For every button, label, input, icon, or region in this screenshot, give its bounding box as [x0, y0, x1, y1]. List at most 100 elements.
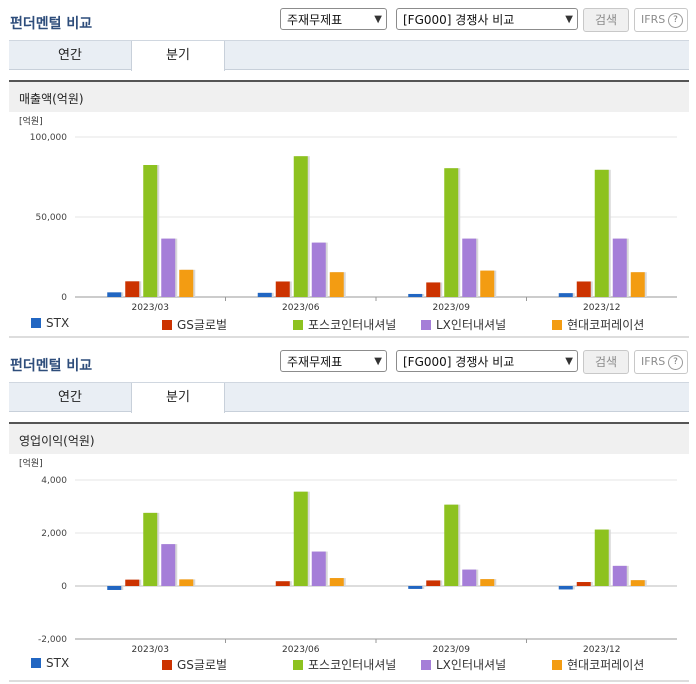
legend-item[interactable]: 현대코퍼레이션 [552, 656, 644, 673]
bar-series-0-2023-09[interactable] [408, 586, 423, 589]
bar-series-4-2023-03[interactable] [179, 579, 194, 586]
bar-series-4-2023-09[interactable] [480, 270, 495, 297]
x-tick-label: 2023/06 [282, 645, 320, 655]
ifrs-help-button[interactable]: IFRS ? [634, 350, 688, 374]
y-tick-label: 2,000 [41, 529, 67, 539]
bar-series-3-2023-06[interactable] [311, 551, 326, 586]
period-tabs: 연간 분기 [9, 382, 689, 413]
statement-select[interactable]: 주재무제표 ▼ [280, 350, 387, 372]
legend-label: 포스코인터내셔널 [308, 658, 397, 672]
bar-series-0-2023-06[interactable] [257, 292, 272, 297]
bar-series-3-2023-06[interactable] [311, 242, 326, 297]
chart-legend: STX GS글로벌 포스코인터내셔널 LX인터내셔널 현대코퍼레이션 [9, 314, 689, 332]
bar-series-1-2023-12[interactable] [576, 582, 591, 586]
legend-swatch [31, 658, 41, 668]
legend-item[interactable]: STX [31, 316, 69, 330]
bar-series-1-2023-12[interactable] [576, 281, 591, 297]
legend-swatch [552, 660, 562, 670]
legend-item[interactable]: GS글로벌 [162, 656, 227, 673]
legend-item[interactable]: LX인터내셔널 [421, 316, 506, 333]
legend-item[interactable]: 포스코인터내셔널 [293, 316, 396, 333]
y-axis-unit-label: [억원] [19, 457, 43, 469]
bar-series-2-2023-12[interactable] [594, 529, 609, 586]
legend-swatch [162, 660, 172, 670]
legend-label: 현대코퍼레이션 [567, 318, 645, 332]
bar-series-2-2023-03[interactable] [143, 512, 158, 586]
tab-annual[interactable]: 연간 [58, 390, 82, 405]
y-tick-label: -2,000 [38, 635, 67, 645]
bar-series-2-2023-09[interactable] [444, 168, 459, 297]
bar-series-0-2023-03[interactable] [107, 292, 122, 297]
tab-annual[interactable]: 연간 [58, 48, 82, 63]
bar-series-2-2023-06[interactable] [293, 491, 308, 586]
legend-item[interactable]: STX [31, 656, 69, 670]
legend-swatch [293, 320, 303, 330]
chevron-down-icon: ▼ [374, 356, 382, 367]
chart-legend: STX GS글로벌 포스코인터내셔널 LX인터내셔널 현대코퍼레이션 [9, 654, 689, 672]
bar-series-3-2023-09[interactable] [462, 238, 477, 297]
bar-series-0-2023-12[interactable] [558, 586, 573, 590]
statement-select[interactable]: 주재무제표 ▼ [280, 8, 387, 30]
y-tick-label: 50,000 [36, 213, 68, 223]
ifrs-help-button[interactable]: IFRS ? [634, 8, 688, 32]
legend-label: STX [46, 316, 70, 330]
bar-series-1-2023-09[interactable] [426, 580, 441, 586]
search-button[interactable]: 검색 [583, 8, 629, 32]
y-tick-label: 4,000 [41, 476, 67, 486]
legend-label: 현대코퍼레이션 [567, 658, 645, 672]
bar-series-2-2023-12[interactable] [594, 169, 609, 297]
x-tick-label: 2023/12 [583, 645, 620, 655]
y-tick-label: 0 [61, 293, 67, 303]
bar-series-3-2023-09[interactable] [462, 569, 477, 586]
bar-series-4-2023-06[interactable] [329, 272, 344, 297]
legend-item[interactable]: 현대코퍼레이션 [552, 316, 644, 333]
compare-select[interactable]: [FG000] 경쟁사 비교 ▼ [396, 8, 578, 30]
bar-series-1-2023-03[interactable] [125, 281, 140, 297]
legend-item[interactable]: 포스코인터내셔널 [293, 656, 396, 673]
legend-swatch [31, 318, 41, 328]
bar-series-1-2023-03[interactable] [125, 579, 140, 586]
legend-item[interactable]: LX인터내셔널 [421, 656, 506, 673]
x-tick-label: 2023/12 [583, 303, 620, 313]
legend-label: STX [46, 656, 70, 670]
divider [9, 336, 689, 338]
bar-series-1-2023-06[interactable] [275, 281, 290, 297]
bar-series-3-2023-03[interactable] [161, 238, 176, 297]
legend-swatch [162, 320, 172, 330]
tab-quarterly[interactable]: 분기 [131, 41, 225, 71]
compare-select[interactable]: [FG000] 경쟁사 비교 ▼ [396, 350, 578, 372]
x-tick-label: 2023/03 [132, 645, 169, 655]
legend-swatch [421, 660, 431, 670]
search-button[interactable]: 검색 [583, 350, 629, 374]
bar-series-2-2023-03[interactable] [143, 165, 158, 297]
bar-series-0-2023-09[interactable] [408, 293, 423, 297]
legend-label: GS글로벌 [177, 658, 228, 672]
chart-subtitle-bar: 매출액(억원) [9, 80, 689, 112]
bar-series-4-2023-03[interactable] [179, 269, 194, 297]
y-tick-label: 0 [61, 582, 67, 592]
bar-series-2-2023-09[interactable] [444, 504, 459, 586]
help-icon: ? [668, 13, 683, 28]
legend-label: LX인터내셔널 [436, 658, 507, 672]
bar-series-2-2023-06[interactable] [293, 156, 308, 297]
bar-series-1-2023-09[interactable] [426, 282, 441, 297]
chart-subtitle-bar: 영업이익(억원) [9, 422, 689, 454]
bar-series-3-2023-03[interactable] [161, 544, 176, 586]
panel-title: 펀더멘털 비교 [10, 358, 93, 374]
x-tick-label: 2023/09 [433, 645, 471, 655]
bar-series-0-2023-03[interactable] [107, 586, 122, 590]
compare-select-value: [FG000] 경쟁사 비교 [403, 13, 515, 27]
operating-profit-bar-chart: [억원] 4,000 2,000 0 -2,000 2023/03 2023/06 2023/… [19, 457, 677, 655]
legend-item[interactable]: GS글로벌 [162, 316, 227, 333]
tab-quarterly[interactable]: 분기 [131, 383, 225, 413]
bar-series-4-2023-12[interactable] [630, 580, 645, 586]
bar-series-1-2023-06[interactable] [275, 581, 290, 586]
bar-series-4-2023-12[interactable] [630, 272, 645, 297]
y-axis-unit-label: [억원] [19, 115, 43, 127]
bar-series-4-2023-09[interactable] [480, 579, 495, 586]
help-icon: ? [668, 355, 683, 370]
bar-series-4-2023-06[interactable] [329, 578, 344, 586]
bar-series-0-2023-12[interactable] [558, 293, 573, 297]
bar-series-3-2023-12[interactable] [612, 238, 627, 297]
bar-series-3-2023-12[interactable] [612, 565, 627, 586]
